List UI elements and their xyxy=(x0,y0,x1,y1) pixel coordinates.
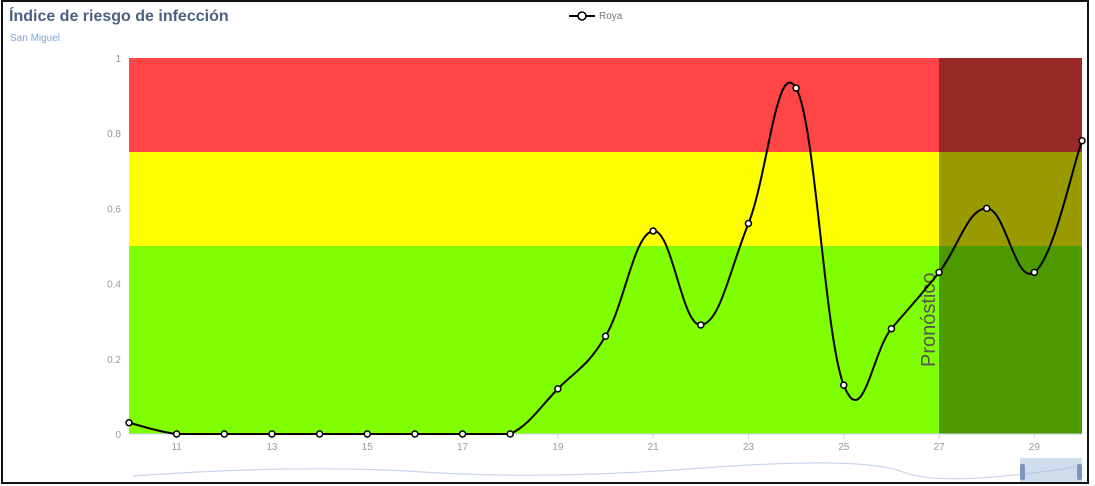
x-tick-label: 21 xyxy=(648,442,660,453)
data-point[interactable] xyxy=(1078,136,1086,145)
data-point[interactable] xyxy=(172,430,181,438)
data-point[interactable] xyxy=(982,204,991,213)
data-point[interactable] xyxy=(887,324,896,333)
y-tick-label: 0.2 xyxy=(107,355,121,366)
chart-title: Índice de riesgo de infección xyxy=(9,8,229,25)
y-tick-label: 0.4 xyxy=(107,280,121,291)
x-tick-label: 15 xyxy=(362,442,374,453)
x-tick-label: 13 xyxy=(266,442,278,453)
x-tick-label: 23 xyxy=(743,442,755,453)
data-point[interactable] xyxy=(554,385,562,393)
navigator-series xyxy=(132,462,1083,480)
data-point[interactable] xyxy=(935,268,943,277)
x-tick-label: 27 xyxy=(933,442,945,453)
data-point[interactable] xyxy=(649,227,657,235)
data-point[interactable] xyxy=(315,430,324,438)
data-point[interactable] xyxy=(363,430,371,438)
data-point[interactable] xyxy=(1030,268,1039,277)
data-point[interactable] xyxy=(601,332,610,340)
data-point[interactable] xyxy=(792,84,800,92)
data-point[interactable] xyxy=(697,321,705,329)
x-tick-label: 29 xyxy=(1029,442,1041,453)
risk-band-1 xyxy=(129,152,1082,246)
data-point[interactable] xyxy=(220,430,229,438)
data-point[interactable] xyxy=(411,430,419,438)
y-tick-label: 0.6 xyxy=(107,204,121,215)
x-tick-label: 11 xyxy=(171,442,182,453)
x-tick-label: 25 xyxy=(838,442,850,453)
navigator-range-handle[interactable] xyxy=(1020,458,1082,482)
data-point[interactable] xyxy=(744,219,753,228)
data-point[interactable] xyxy=(506,430,514,438)
legend-item-roya[interactable]: Roya xyxy=(569,10,622,22)
navigator-right-grip[interactable] xyxy=(1077,464,1082,480)
risk-band-0 xyxy=(129,246,1082,434)
data-point[interactable] xyxy=(125,418,133,427)
legend-line-marker-icon xyxy=(569,11,595,21)
data-point[interactable] xyxy=(268,430,276,438)
plot-area: Pronóstico 0 0.2 0.4 0.6 0.8 1 11 13 15 17 19 21 23… xyxy=(107,54,1086,482)
y-tick-label: 0 xyxy=(115,430,121,441)
risk-band-2 xyxy=(129,58,1082,152)
y-tick-label: 1 xyxy=(115,54,121,65)
navigator-left-grip[interactable] xyxy=(1020,464,1025,480)
x-tick-label: 17 xyxy=(457,442,469,453)
data-point[interactable] xyxy=(458,430,467,438)
y-tick-label: 0.8 xyxy=(107,129,121,140)
x-tick-label: 19 xyxy=(552,442,564,453)
legend-label: Roya xyxy=(599,10,623,22)
forecast-label: Pronóstico xyxy=(918,273,940,368)
chart-subtitle: San Miguel xyxy=(10,33,61,44)
data-point[interactable] xyxy=(840,381,848,389)
